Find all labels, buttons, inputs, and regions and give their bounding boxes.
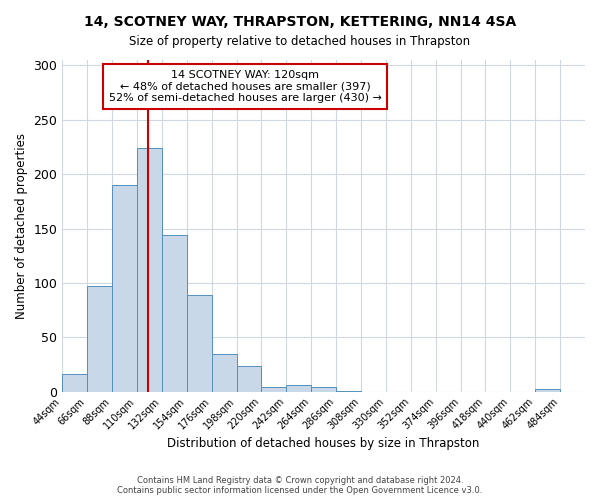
Bar (336, 390, 361, 392)
Text: 14 SCOTNEY WAY: 120sqm
← 48% of detached houses are smaller (397)
52% of semi-de: 14 SCOTNEY WAY: 120sqm ← 48% of detached… (109, 70, 382, 103)
Bar (62, 374, 87, 392)
Text: Contains HM Land Registry data © Crown copyright and database right 2024.
Contai: Contains HM Land Registry data © Crown c… (118, 476, 482, 495)
Bar (236, 366, 262, 392)
Bar (286, 385, 311, 392)
Y-axis label: Number of detached properties: Number of detached properties (15, 133, 28, 319)
X-axis label: Distribution of detached houses by size in Thrapston: Distribution of detached houses by size … (167, 437, 480, 450)
Bar (137, 148, 162, 392)
Bar (187, 295, 212, 392)
Bar (112, 185, 137, 392)
Text: Size of property relative to detached houses in Thrapston: Size of property relative to detached ho… (130, 35, 470, 48)
Text: 14, SCOTNEY WAY, THRAPSTON, KETTERING, NN14 4SA: 14, SCOTNEY WAY, THRAPSTON, KETTERING, N… (84, 15, 516, 29)
Bar (262, 388, 286, 392)
Bar (212, 354, 236, 392)
Bar (162, 235, 187, 392)
Bar (87, 286, 112, 392)
Bar (535, 390, 560, 392)
Bar (311, 388, 336, 392)
